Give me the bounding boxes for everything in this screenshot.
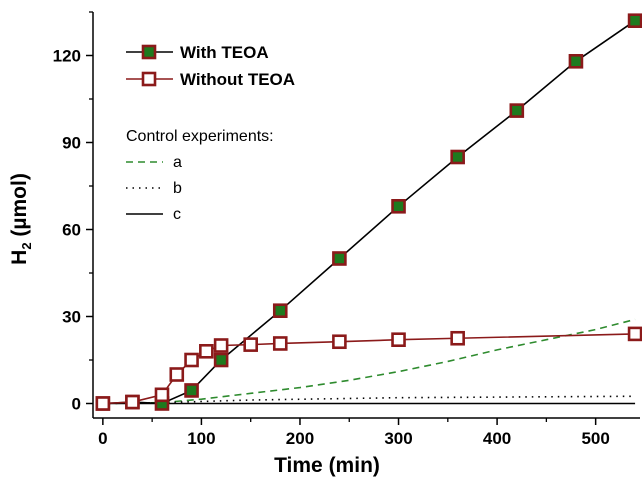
data-point-with-teoa bbox=[391, 199, 406, 214]
data-point-without-teoa bbox=[213, 338, 229, 353]
data-point-without-teoa bbox=[450, 330, 465, 346]
data-point-without-teoa bbox=[627, 326, 642, 342]
legend-label-control-a: a bbox=[173, 154, 182, 171]
y-tick-label: 0 bbox=[72, 395, 81, 414]
x-tick-label: 500 bbox=[581, 429, 609, 448]
control-line-b bbox=[102, 395, 636, 405]
x-tick-label: 100 bbox=[187, 429, 215, 448]
data-point-without-teoa bbox=[272, 336, 288, 351]
plot-area bbox=[95, 13, 642, 411]
data-point-without-teoa bbox=[199, 343, 214, 359]
data-point-without-teoa bbox=[243, 337, 258, 352]
x-tick-label: 300 bbox=[384, 429, 412, 448]
legend: With TEOA Without TEOA Control experiments… bbox=[126, 43, 295, 223]
x-tick-label: 0 bbox=[98, 429, 107, 448]
y-axis-title-rest: (µmol) bbox=[8, 173, 31, 242]
data-point-with-teoa bbox=[450, 149, 465, 165]
data-point-without-teoa bbox=[184, 352, 199, 368]
legend-label-control-c: c bbox=[173, 206, 181, 223]
x-tick-label: 400 bbox=[483, 429, 511, 448]
y-axis-title-subscript: 2 bbox=[19, 242, 34, 249]
y-axis-title: H2 (µmol) bbox=[8, 173, 34, 265]
legend-marker-without-teoa bbox=[141, 71, 157, 87]
data-point-with-teoa bbox=[509, 103, 525, 118]
data-point-with-teoa bbox=[213, 352, 229, 368]
x-tick-label: 200 bbox=[286, 429, 314, 448]
data-point-without-teoa bbox=[95, 396, 111, 411]
data-point-without-teoa bbox=[391, 332, 406, 348]
data-point-with-teoa bbox=[272, 303, 288, 319]
legend-control-title: Control experiments: bbox=[126, 128, 274, 145]
control-line-a bbox=[102, 318, 636, 405]
axes: 0 100 200 300 400 500 0 30 60 90 120 bbox=[53, 11, 640, 448]
data-point-without-teoa bbox=[332, 334, 347, 350]
legend-label-control-b: b bbox=[173, 180, 182, 197]
x-axis-title: Time (min) bbox=[274, 454, 380, 477]
y-tick-label: 120 bbox=[53, 47, 81, 66]
y-tick-label: 90 bbox=[62, 134, 81, 153]
legend-label-with-teoa: With TEOA bbox=[180, 43, 269, 62]
data-point-with-teoa bbox=[568, 53, 584, 69]
data-point-with-teoa bbox=[627, 13, 642, 28]
y-axis-title-main: H bbox=[8, 250, 31, 265]
data-point-without-teoa bbox=[169, 367, 185, 382]
legend-marker-with-teoa bbox=[141, 44, 157, 60]
data-point-with-teoa bbox=[184, 383, 199, 398]
legend-label-without-teoa: Without TEOA bbox=[180, 70, 295, 89]
data-point-without-teoa bbox=[154, 387, 170, 403]
data-point-with-teoa bbox=[332, 251, 347, 266]
y-tick-label: 60 bbox=[62, 221, 81, 240]
data-point-without-teoa bbox=[125, 394, 140, 410]
y-tick-label: 30 bbox=[62, 308, 81, 327]
